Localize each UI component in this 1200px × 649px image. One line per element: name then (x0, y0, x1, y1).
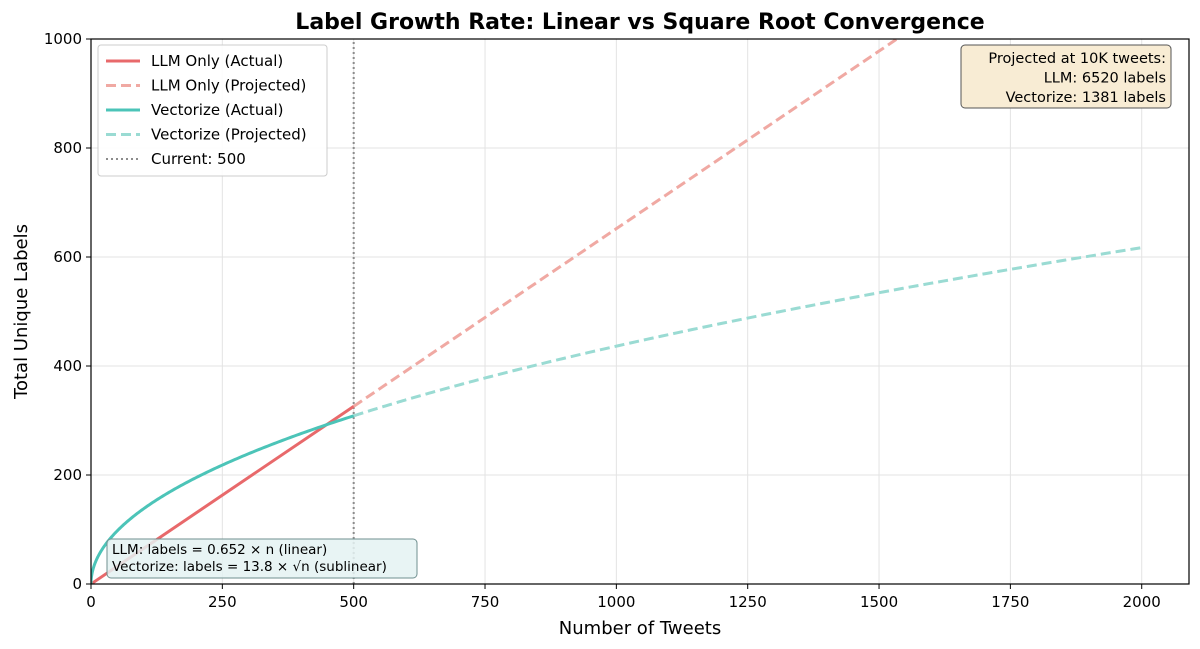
x-tick-label: 250 (208, 593, 237, 611)
projection-box-frame (960, 44, 1172, 109)
projection-annotation: Projected at 10K tweets: LLM: 6520 labels… (960, 44, 1172, 109)
y-tick-label: 800 (53, 139, 82, 157)
x-tick-label: 1500 (860, 593, 898, 611)
legend-label: LLM Only (Projected) (151, 77, 306, 95)
chart-title: Label Growth Rate: Linear vs Square Root… (295, 10, 984, 35)
x-tick-label: 1250 (729, 593, 767, 611)
x-tick-label: 500 (339, 593, 368, 611)
projection-line: LLM: 6520 labels (1044, 71, 1166, 87)
legend-label: LLM Only (Actual) (151, 52, 283, 70)
formula-line: Vectorize: labels = 13.8 × √n (sublinear… (112, 559, 387, 575)
plot-frame (90, 38, 1190, 585)
y-tick-label: 400 (53, 357, 82, 375)
x-axis-label: Number of Tweets (559, 618, 721, 639)
legend-label: Current: 500 (151, 150, 246, 168)
legend-box (97, 44, 328, 177)
formula-annotation: LLM: labels = 0.652 × n (linear)Vectoriz… (106, 538, 418, 579)
x-tick-label: 2000 (1123, 593, 1161, 611)
series-line-vectorize-projected (353, 246, 1142, 418)
y-tick-label: 600 (53, 248, 82, 266)
x-tick-label: 750 (471, 593, 500, 611)
y-tick-label: 1000 (44, 30, 82, 48)
x-tick-label: 1000 (597, 593, 635, 611)
formula-box-frame (106, 538, 418, 579)
ticks: 0 250 500 750 1000 1250 1500 1750 2000 0 200 400 600… (44, 30, 1161, 611)
y-tick-label: 0 (72, 575, 82, 593)
legend-label: Vectorize (Projected) (151, 126, 307, 144)
y-tick-label: 200 (53, 466, 82, 484)
x-tick-label: 0 (86, 593, 96, 611)
x-tick-label: 1750 (991, 593, 1029, 611)
legend-label: Vectorize (Actual) (151, 101, 284, 119)
projection-line: Vectorize: 1381 labels (1006, 90, 1166, 106)
legend: LLM Only (Actual) LLM Only (Projected) Vec… (97, 44, 328, 177)
series-line-vectorize-actual (91, 414, 355, 584)
y-axis-label: Total Unique Labels (11, 224, 32, 400)
formula-line: LLM: labels = 0.652 × n (linear) (112, 542, 327, 558)
series-line-llm-only-projected (352, 39, 898, 408)
projection-line: Projected at 10K tweets: (988, 51, 1166, 67)
